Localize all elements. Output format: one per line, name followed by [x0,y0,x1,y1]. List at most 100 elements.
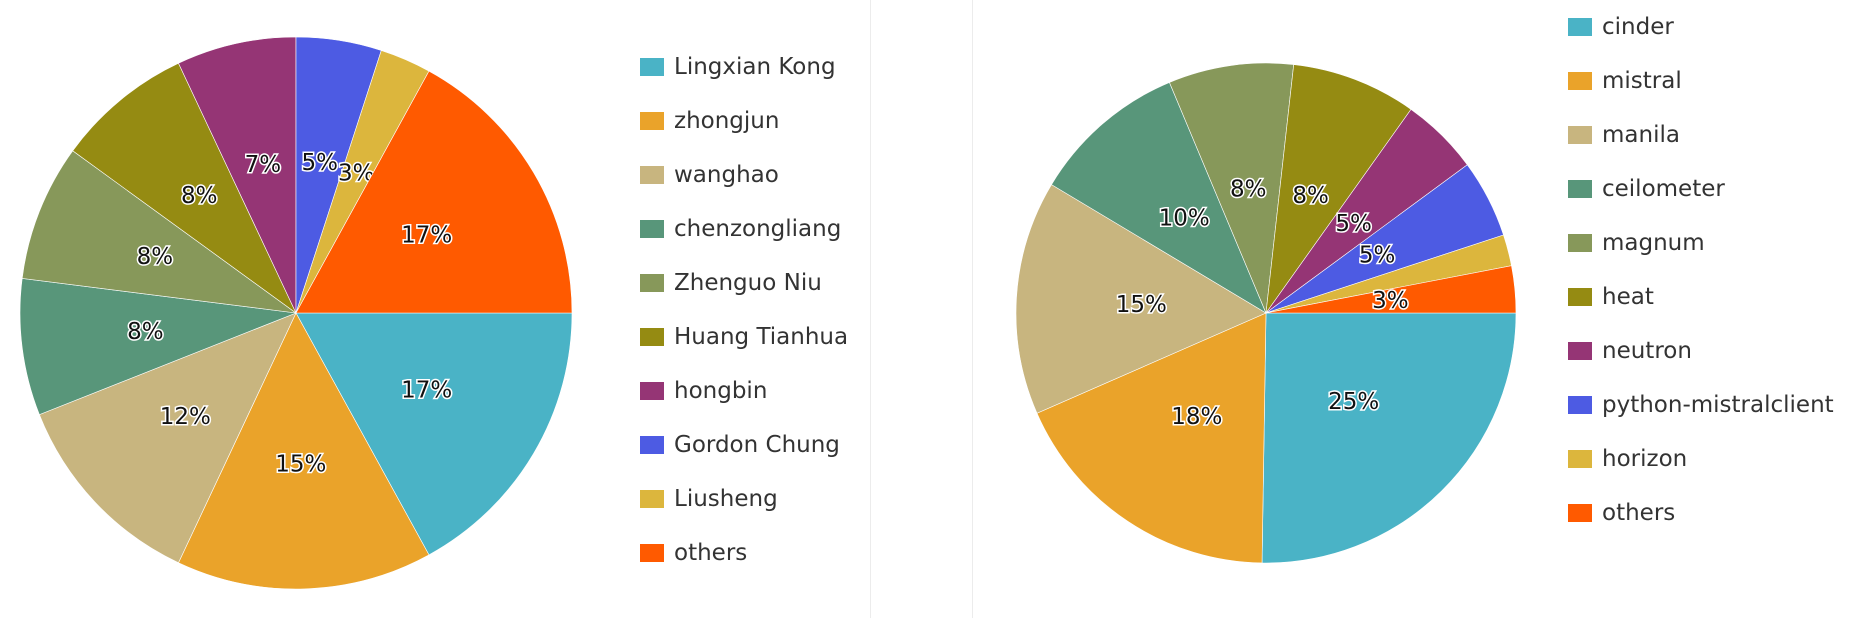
pie-slice-label: 8% [127,319,164,345]
legend-swatch [1568,288,1592,306]
legend-item[interactable]: others [1568,486,1834,540]
legend-item[interactable]: magnum [1568,216,1834,270]
pie-slice-cinder[interactable] [1261,312,1517,564]
legend-swatch [640,220,664,238]
pie-slice-chenzongliang[interactable] [19,278,297,415]
legend-label: manila [1602,122,1680,148]
pie-slice-label: 25% [1328,389,1379,415]
legend-swatch [1568,342,1592,360]
right-pie-chart: 25%18%15%10%8% 8%5%5%3% [1015,62,1517,564]
legend-swatch [1568,18,1592,36]
pie-slice-label: 17% [401,223,452,249]
legend-label: magnum [1602,230,1705,256]
pie-slice-magnum[interactable] [1169,62,1295,315]
legend-swatch [640,274,664,292]
legend-label: zhongjun [674,108,780,134]
legend-swatch [640,58,664,76]
pie-slice-mistral[interactable] [1036,312,1267,564]
legend-label: mistral [1602,68,1682,94]
pie-slice-lingxian-kong[interactable] [295,312,573,556]
pie-slice-manila[interactable] [1015,184,1267,414]
legend-swatch [640,436,664,454]
pie-slice-wanghao[interactable] [38,312,297,564]
pie-slice-others[interactable] [1265,265,1517,314]
legend-label: neutron [1602,338,1692,364]
pie-slice-label: 8% [181,183,218,209]
pie-slice-label: 5% [301,150,338,176]
pie-slice-zhongjun[interactable] [178,312,430,590]
left-pie-chart: 17% 15% 12% 8% 8% 8% 7% 5% 3% 17% [19,36,573,590]
legend-label: Lingxian Kong [674,54,836,80]
legend-item[interactable]: others [640,526,848,580]
legend-item[interactable]: horizon [1568,432,1834,486]
right-chart-panel: 25% 18% 15% 10% 8% 8% 5% 5% 3% cinder mistral mani… [972,0,1852,618]
legend-swatch [1568,234,1592,252]
pie-slice-label: 18% [1171,404,1222,430]
pie-slice-zhenguo-niu[interactable] [21,150,297,314]
legend-item[interactable]: Huang Tianhua [640,310,848,364]
pie-slice-label: 3% [1372,288,1409,314]
legend-swatch [640,490,664,508]
legend-label: chenzongliang [674,216,842,242]
pie-slice-label: 10% [1159,206,1210,232]
pie-slice-ceilometer[interactable] [1051,82,1267,314]
legend-item[interactable]: zhongjun [640,94,848,148]
legend-swatch [1568,396,1592,414]
legend-swatch [640,166,664,184]
pie-slice-label: 17% [401,377,452,403]
pie-slice-label: 8% [137,244,174,270]
legend-item[interactable]: Gordon Chung [640,418,848,472]
legend-item[interactable]: heat [1568,270,1834,324]
pie-slice-label: 5% [1335,211,1372,237]
pie-slice-label: 15% [1116,292,1167,318]
legend-item[interactable]: hongbin [640,364,848,418]
legend-label: horizon [1602,446,1688,472]
legend-swatch [640,112,664,130]
legend-swatch [640,382,664,400]
pie-slice-label: 7% [245,152,282,178]
pie-slice-others[interactable] [295,70,573,314]
right-legend: cinder mistral manila ceilometer magnum heat n… [1568,0,1834,540]
pie-slice-heat[interactable] [1265,64,1412,315]
legend-item[interactable]: mistral [1568,54,1834,108]
legend-label: hongbin [674,378,768,404]
legend-swatch [640,328,664,346]
left-chart-panel: 17% 15% 12% 8% 8% 8% 7% 5% 3% 17% Lingxian Kong zh… [0,0,870,618]
legend-item[interactable]: neutron [1568,324,1834,378]
legend-swatch [1568,126,1592,144]
legend-label: Huang Tianhua [674,324,849,350]
pie-slice-label: 3% [338,161,375,187]
legend-item[interactable]: cinder [1568,0,1834,54]
legend-label: heat [1602,284,1654,310]
pie-slice-label: 15% [275,452,326,478]
legend-swatch [1568,504,1592,522]
legend-swatch [1568,450,1592,468]
pie-slice-label: 8% [1230,176,1267,202]
legend-label: Gordon Chung [674,432,840,458]
pie-slice-label: 8% [1292,183,1329,209]
legend-label: others [674,540,748,566]
legend-label: Liusheng [674,486,778,512]
legend-item[interactable]: python-mistralclient [1568,378,1834,432]
pie-slice-huang-tianhua[interactable] [72,62,297,314]
pie-slice-label: 5% [1359,243,1396,269]
legend-label: others [1602,500,1676,526]
legend-swatch [1568,72,1592,90]
legend-label: Zhenguo Niu [674,270,822,296]
legend-item[interactable]: Lingxian Kong [640,40,848,94]
panel-divider [870,0,871,618]
legend-item[interactable]: manila [1568,108,1834,162]
legend-swatch [1568,180,1592,198]
legend-item[interactable]: chenzongliang [640,202,848,256]
legend-label: wanghao [674,162,779,188]
pie-slice-label: 12% [160,404,211,430]
legend-label: python-mistralclient [1602,392,1834,418]
panel-divider [972,0,973,618]
legend-item[interactable]: Zhenguo Niu [640,256,848,310]
legend-item[interactable]: Liusheng [640,472,848,526]
legend-label: ceilometer [1602,176,1725,202]
pie-slice-hongbin[interactable] [178,36,297,314]
left-legend: Lingxian Kong zhongjun wanghao chenzonglian… [640,40,848,580]
legend-item[interactable]: wanghao [640,148,848,202]
legend-item[interactable]: ceilometer [1568,162,1834,216]
